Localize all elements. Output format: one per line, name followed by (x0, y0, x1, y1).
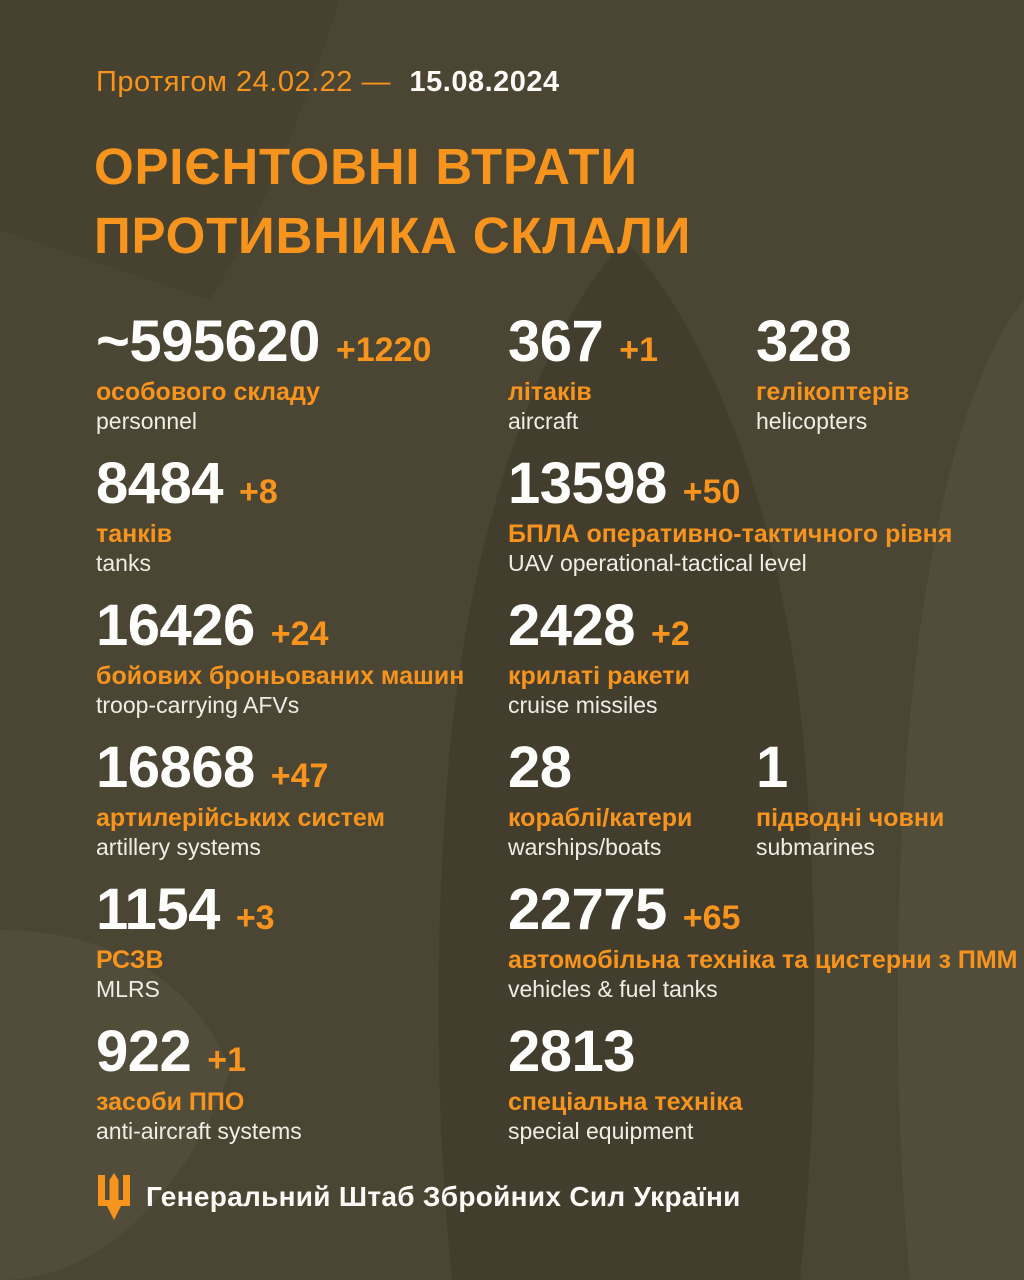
stat-label-uk: артилерійських систем (96, 804, 385, 832)
stat-special-equipment: 2813 спеціальна техніка special equipmen… (508, 1019, 1014, 1145)
stat-label-en: tanks (96, 550, 151, 576)
stat-value: 16426 (96, 593, 255, 658)
stat-label-uk: кораблі/катери (508, 804, 693, 832)
stat-label-uk: підводні човни (756, 804, 945, 832)
stat-label-en: helicopters (756, 408, 868, 434)
stats-row-1: ~595620 +1220 особового складу personnel… (96, 312, 1014, 454)
stat-helicopters: 328 гелікоптерів helicopters (756, 309, 1014, 435)
stat-cruise-missiles: 2428 +2 крилаті ракети cruise missiles (508, 593, 1014, 719)
stat-delta: +50 (682, 473, 741, 511)
stat-vehicles: 22775 +65 автомобільна техніка та цистер… (508, 877, 1018, 1003)
stat-label-uk: засоби ППО (96, 1088, 245, 1116)
stat-label-uk: бойових броньованих машин (96, 662, 465, 690)
stat-label-uk: гелікоптерів (756, 378, 910, 406)
stat-warships: 28 кораблі/катери warships/boats (508, 735, 756, 861)
period-prefix: Протягом 24.02.22 — (96, 66, 391, 98)
stat-label-uk: РСЗВ (96, 946, 164, 974)
page-title-line1: Орієнтовні втрати (94, 138, 638, 195)
stat-delta: +1 (619, 331, 659, 369)
stat-label-en: cruise missiles (508, 692, 658, 718)
footer-organization: Генеральний Штаб Збройних Сил України (146, 1181, 741, 1212)
stat-delta: +24 (270, 615, 329, 653)
stat-value: 367 (508, 309, 604, 374)
stat-label-en: troop-carrying AFVs (96, 692, 300, 718)
stat-label-en: warships/boats (508, 834, 662, 860)
stat-submarines: 1 підводні човни submarines (756, 735, 1014, 861)
stat-delta: +8 (239, 473, 278, 511)
stat-label-en: special equipment (508, 1118, 694, 1144)
stat-artillery: 16868 +47 артилерійських систем artiller… (96, 735, 508, 861)
stat-value: ~595620 (96, 309, 320, 374)
report-date: 15.08.2024 (409, 66, 560, 98)
page-title: Орієнтовні втрати противника склали (94, 132, 691, 270)
stat-delta: +65 (682, 899, 741, 937)
stats-row-3: 16426 +24 бойових броньованих машин troo… (96, 596, 1014, 738)
stat-value: 922 (96, 1019, 192, 1084)
stat-label-uk: спеціальна техніка (508, 1088, 743, 1116)
stat-delta: +1 (207, 1041, 247, 1079)
stat-label-en: aircraft (508, 408, 579, 434)
stat-label-en: personnel (96, 408, 198, 434)
stats-row-5: 1154 +3 РСЗВ MLRS 22775 +65 автомобільна… (96, 877, 1018, 1022)
stat-mlrs: 1154 +3 РСЗВ MLRS (96, 877, 508, 1003)
stat-label-en: vehicles & fuel tanks (508, 976, 718, 1002)
page-title-line2: противника склали (94, 207, 692, 264)
stat-anti-aircraft: 922 +1 засоби ППО anti-aircraft systems (96, 1019, 508, 1145)
stat-personnel: ~595620 +1220 особового складу personnel (96, 309, 508, 435)
footer: Генеральний Штаб Збройних Сил України (96, 1172, 741, 1222)
stats-row-2: 8484 +8 танків tanks 13598 +50 БПЛА опер… (96, 454, 1014, 596)
stat-value: 22775 (508, 877, 667, 942)
stat-value: 13598 (508, 451, 667, 516)
stat-value: 328 (756, 309, 852, 374)
stat-label-uk: БПЛА оперативно-тактичного рівня (508, 520, 953, 548)
stat-aircraft: 367 +1 літаків aircraft (508, 309, 756, 435)
stat-delta: +1220 (335, 331, 432, 369)
trident-icon (98, 1173, 130, 1220)
stats-row-6: 922 +1 засоби ППО anti-aircraft systems … (96, 1022, 1014, 1164)
stats-row-4: 16868 +47 артилерійських систем artiller… (96, 738, 1014, 880)
stat-delta: +3 (235, 899, 275, 937)
stat-tanks: 8484 +8 танків tanks (96, 451, 508, 577)
stat-value: 8484 (96, 451, 224, 516)
stats-grid: ~595620 +1220 особового складу personnel… (96, 312, 1018, 1164)
stat-label-uk: особового складу (96, 378, 321, 406)
stat-delta: +47 (270, 757, 329, 795)
stat-label-en: MLRS (96, 976, 160, 1002)
stat-value: 16868 (96, 735, 255, 800)
stat-label-en: submarines (756, 834, 875, 860)
stat-label-uk: танків (96, 520, 173, 548)
stat-label-uk: літаків (508, 378, 592, 406)
stat-uav: 13598 +50 БПЛА оперативно-тактичного рів… (508, 451, 1014, 577)
stat-value: 1 (756, 735, 788, 800)
report-period: Протягом 24.02.22 — 15.08.2024 (96, 66, 560, 99)
stat-value: 1154 (96, 877, 220, 942)
stat-delta: +2 (651, 615, 690, 653)
stat-label-en: anti-aircraft systems (96, 1118, 302, 1144)
stat-label-uk: крилаті ракети (508, 662, 690, 690)
stat-value: 28 (508, 735, 572, 800)
stat-value: 2813 (508, 1019, 636, 1084)
stat-label-en: UAV operational-tactical level (508, 550, 807, 576)
stat-label-en: artillery systems (96, 834, 261, 860)
stat-label-uk: автомобільна техніка та цистерни з ПММ (508, 946, 1018, 974)
stat-afv: 16426 +24 бойових броньованих машин troo… (96, 593, 508, 719)
stat-value: 2428 (508, 593, 636, 658)
